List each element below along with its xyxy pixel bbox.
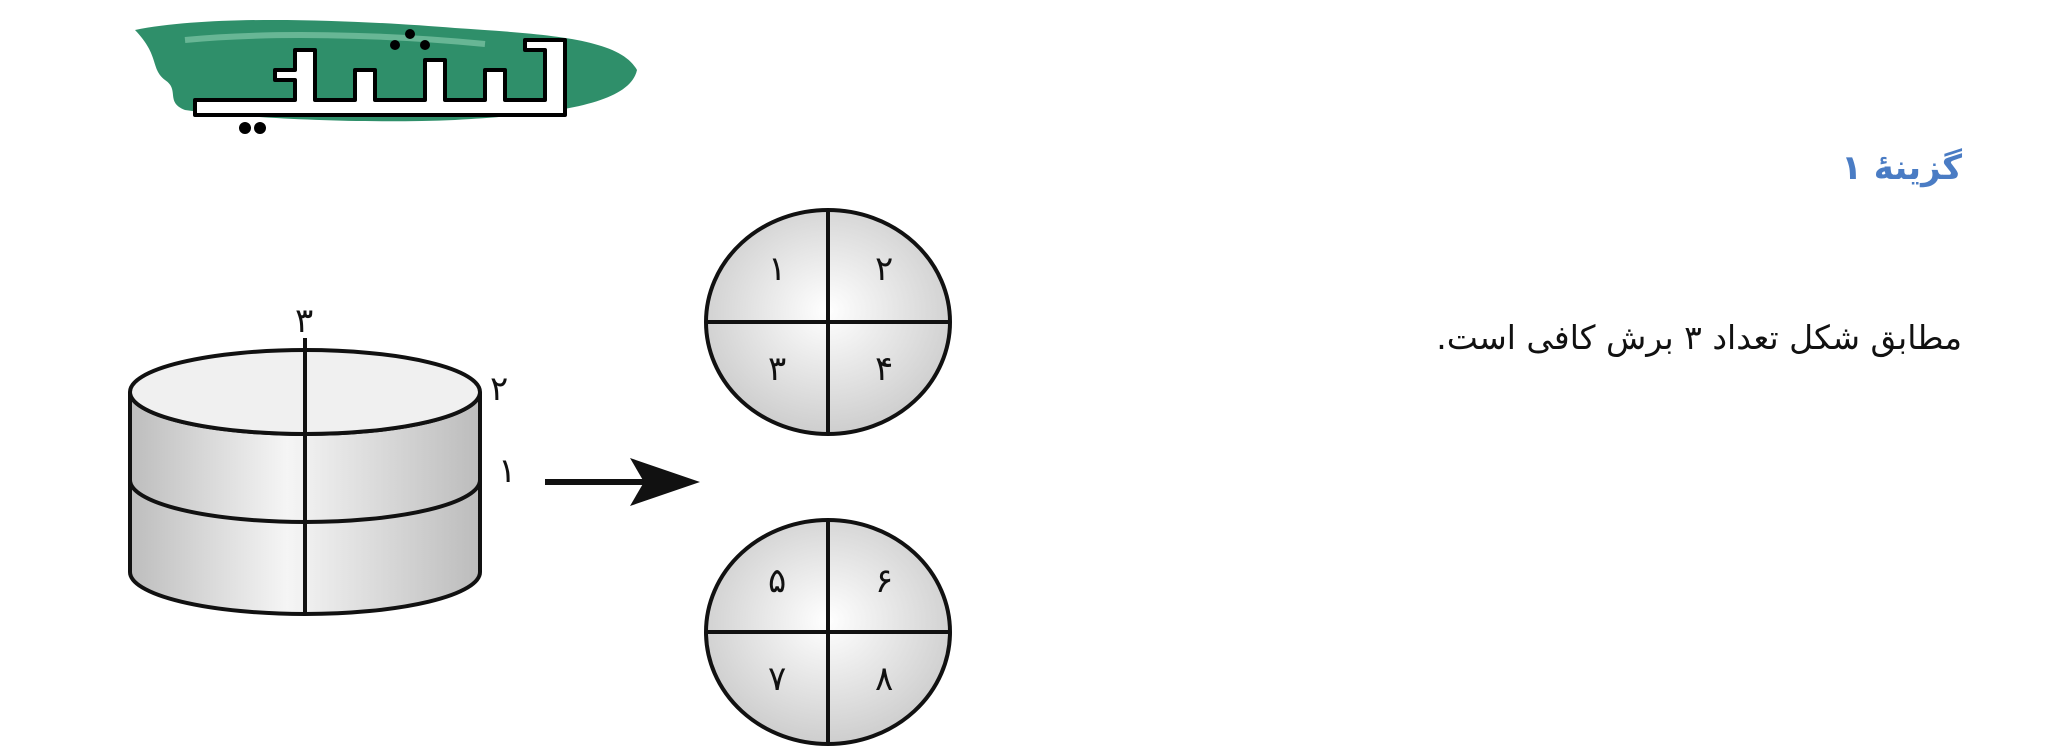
cut-label-1: ۱	[498, 451, 516, 491]
cake-cut-diagram: ۳ ۲ ۱ ۱ ۲ ۳ ۴ ۵ ۶ ۷ ۸	[128, 208, 952, 746]
piece-label: ۱	[768, 249, 786, 289]
right-arrow-icon	[545, 458, 700, 506]
piece-label: ۲	[875, 249, 893, 289]
cut-label-3: ۳	[295, 301, 313, 341]
piece-label: ۵	[768, 561, 786, 601]
piece-label: ۳	[768, 349, 786, 389]
cut-label-2: ۲	[490, 369, 508, 409]
bottom-disc	[704, 518, 952, 746]
answer-heading: گزینهٔ ۱	[1841, 148, 1962, 188]
gach-sefid-logo	[135, 19, 637, 134]
piece-label: ۴	[875, 349, 893, 389]
top-disc	[704, 208, 952, 436]
piece-label: ۸	[875, 659, 893, 699]
piece-label: ۷	[768, 659, 786, 699]
piece-label: ۶	[875, 561, 893, 601]
answer-explanation: مطابق شکل تعداد ۳ برش کافی است.	[1436, 318, 1962, 357]
cylinder	[128, 338, 482, 616]
